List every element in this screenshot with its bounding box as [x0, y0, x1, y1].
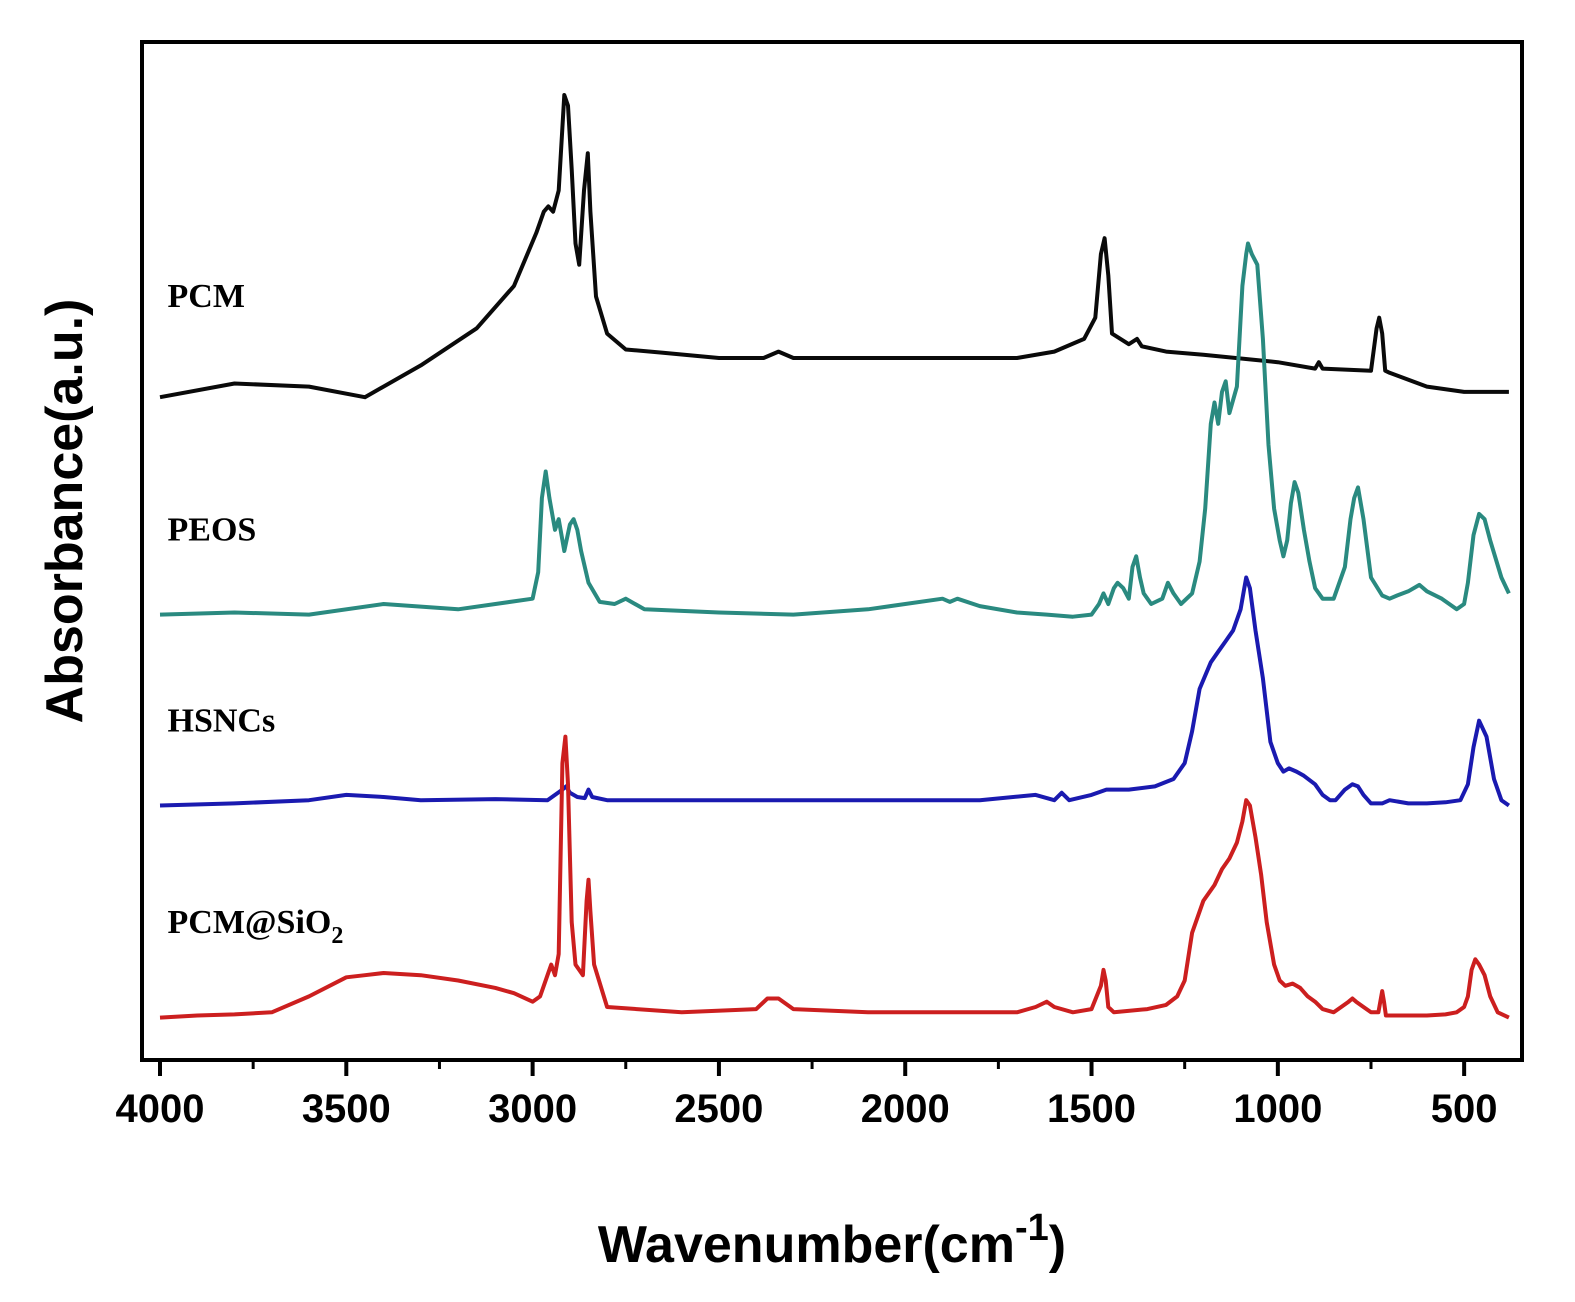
x-tick-label: 4000 — [116, 1087, 205, 1131]
series-label-pcm: PCM — [168, 278, 245, 315]
x-tick-label: 2000 — [861, 1087, 950, 1131]
series-line-hsncs — [159, 575, 1511, 808]
series-label-peos: PEOS — [168, 511, 257, 548]
x-tick-label: 2500 — [674, 1087, 763, 1131]
series-line-pcm — [159, 93, 1509, 400]
series-label-subscript: 2 — [331, 923, 343, 949]
series-label-hsncs: HSNCs — [168, 702, 276, 739]
x-axis-title-close: ) — [1049, 1216, 1066, 1274]
plot-frame — [140, 40, 1524, 1062]
x-tick-label: 3000 — [488, 1087, 577, 1131]
x-tick-label: 3500 — [302, 1087, 391, 1131]
x-axis-title-main: Wavenumber(cm — [598, 1216, 1015, 1274]
x-tick-label: 1000 — [1233, 1087, 1322, 1131]
series-layer — [159, 93, 1511, 1020]
series-label-pcm-sio2: PCM@SiO2 — [168, 904, 344, 949]
x-axis: 4000 3500 3000 2500 2000 1500 1000 500 — [116, 1060, 1498, 1131]
x-tick-label: 1500 — [1047, 1087, 1136, 1131]
series-line-peos — [159, 241, 1511, 619]
series-label-layer: PCM PEOS HSNCs PCM@SiO2 — [168, 278, 344, 949]
y-axis-title: Absorbance(a.u.) — [36, 299, 94, 724]
x-tick-label: 500 — [1431, 1087, 1498, 1131]
series-line-pcm-sio2 — [159, 734, 1510, 1020]
x-axis-title: Wavenumber(cm-1) — [598, 1207, 1066, 1274]
x-axis-title-superscript: -1 — [1015, 1207, 1049, 1249]
